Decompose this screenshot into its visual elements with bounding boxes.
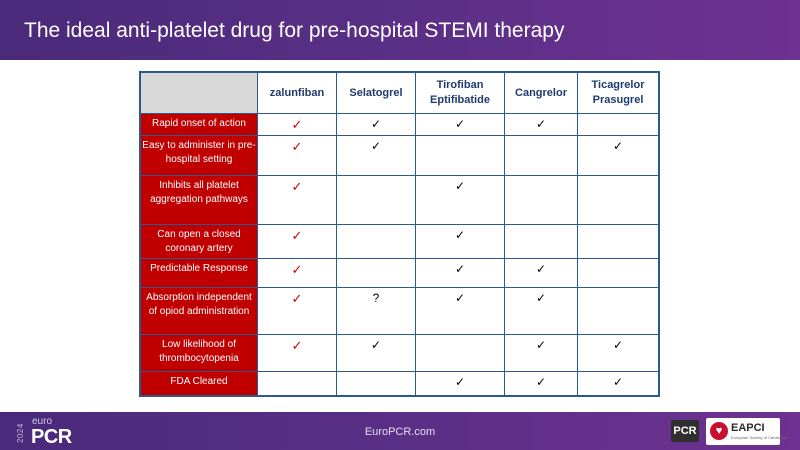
check-icon: ✓ bbox=[504, 258, 578, 288]
check-icon: ✓ bbox=[504, 287, 578, 335]
empty-cell bbox=[415, 135, 505, 176]
check-icon: ✓ bbox=[257, 135, 337, 176]
check-icon: ✓ bbox=[415, 258, 505, 288]
question-mark: ? bbox=[336, 287, 416, 335]
check-icon: ✓ bbox=[577, 135, 660, 176]
empty-cell bbox=[577, 175, 660, 225]
empty-cell bbox=[504, 175, 578, 225]
check-icon: ✓ bbox=[504, 334, 578, 372]
check-icon: ✓ bbox=[257, 224, 337, 259]
eapci-text: EAPCI bbox=[731, 422, 765, 434]
table-header-row: zalunfiban Selatogrel Tirofiban Eptifibat… bbox=[139, 71, 660, 114]
check-icon: ✓ bbox=[415, 113, 505, 136]
empty-cell bbox=[257, 371, 337, 396]
table-row: Can open a closed coronary artery ✓ ✓ bbox=[139, 224, 660, 259]
empty-cell bbox=[504, 135, 578, 176]
table-row: Inhibits all platelet aggregation pathwa… bbox=[139, 175, 660, 225]
eapci-logo: ♥ EAPCI European Society of Cardiology bbox=[706, 418, 787, 445]
table-body: Rapid onset of action ✓ ✓ ✓ ✓ Easy to adminis… bbox=[139, 113, 660, 396]
logo-pcr-text: PCR bbox=[31, 426, 72, 448]
check-icon: ✓ bbox=[577, 334, 660, 372]
table-row: Rapid onset of action ✓ ✓ ✓ ✓ bbox=[139, 113, 660, 136]
column-header: Ticagrelor Prasugrel bbox=[577, 71, 660, 114]
table-corner-cell bbox=[139, 71, 258, 114]
footer-url: EuroPCR.com bbox=[364, 426, 436, 438]
empty-cell bbox=[415, 334, 505, 372]
empty-cell bbox=[336, 371, 416, 396]
check-icon: ✓ bbox=[257, 113, 337, 136]
check-icon: ✓ bbox=[257, 175, 337, 225]
criterion-label: Can open a closed coronary artery bbox=[139, 224, 258, 259]
check-icon: ✓ bbox=[415, 224, 505, 259]
empty-cell bbox=[504, 224, 578, 259]
check-icon: ✓ bbox=[336, 113, 416, 136]
empty-cell bbox=[577, 113, 660, 136]
check-icon: ✓ bbox=[504, 371, 578, 396]
empty-cell bbox=[336, 258, 416, 288]
column-header: Selatogrel bbox=[336, 71, 416, 114]
empty-cell bbox=[577, 224, 660, 259]
table-row: Predictable Response ✓ ✓ ✓ bbox=[139, 258, 660, 288]
check-icon: ✓ bbox=[257, 287, 337, 335]
empty-cell bbox=[336, 175, 416, 225]
check-icon: ✓ bbox=[415, 175, 505, 225]
slide-header: The ideal anti-platelet drug for pre-hos… bbox=[0, 0, 800, 60]
check-icon: ✓ bbox=[504, 113, 578, 136]
criterion-label: Rapid onset of action bbox=[139, 113, 258, 136]
criterion-label: Inhibits all platelet aggregation pathwa… bbox=[139, 175, 258, 225]
pcr-partner-logo: PCR bbox=[671, 420, 699, 442]
slide-footer: 2024 euro PCR EuroPCR.com bbox=[0, 412, 800, 450]
criterion-label: Absorption independent of opiod administ… bbox=[139, 287, 258, 335]
criterion-label: Predictable Response bbox=[139, 258, 258, 288]
check-icon: ✓ bbox=[336, 135, 416, 176]
empty-cell bbox=[336, 224, 416, 259]
slide-title: The ideal anti-platelet drug for pre-hos… bbox=[24, 19, 565, 42]
criterion-label: Easy to administer in pre-hospital setti… bbox=[139, 135, 258, 176]
check-icon: ✓ bbox=[336, 334, 416, 372]
check-icon: ✓ bbox=[257, 334, 337, 372]
criterion-label: FDA Cleared bbox=[139, 371, 258, 396]
table-row: Absorption independent of opiod administ… bbox=[139, 287, 660, 335]
comparison-table: zalunfiban Selatogrel Tirofiban Eptifibat… bbox=[139, 71, 660, 397]
europcr-logo: 2024 euro PCR bbox=[16, 416, 96, 448]
heart-icon: ♥ bbox=[710, 422, 728, 440]
check-icon: ✓ bbox=[257, 258, 337, 288]
table-row: Easy to administer in pre-hospital setti… bbox=[139, 135, 660, 176]
table-row: FDA Cleared ✓ ✓ ✓ bbox=[139, 371, 660, 396]
empty-cell bbox=[577, 287, 660, 335]
logo-euro-text: euro bbox=[32, 416, 53, 427]
column-header: zalunfiban bbox=[257, 71, 337, 114]
table-row: Low likelihood of thrombocytopenia ✓ ✓ ✓ ✓ bbox=[139, 334, 660, 372]
check-icon: ✓ bbox=[415, 287, 505, 335]
column-header: Cangrelor bbox=[504, 71, 578, 114]
column-header: Tirofiban Eptifibatide bbox=[415, 71, 505, 114]
eapci-subtitle: European Society of Cardiology bbox=[731, 435, 788, 440]
empty-cell bbox=[577, 258, 660, 288]
criterion-label: Low likelihood of thrombocytopenia bbox=[139, 334, 258, 372]
check-icon: ✓ bbox=[415, 371, 505, 396]
check-icon: ✓ bbox=[577, 371, 660, 396]
